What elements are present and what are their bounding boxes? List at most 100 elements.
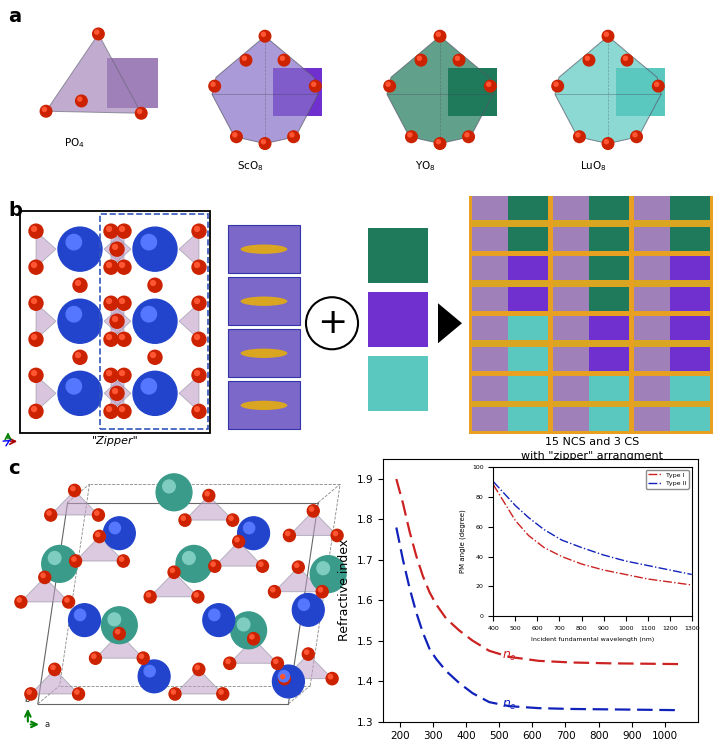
Circle shape <box>554 82 558 87</box>
Circle shape <box>112 244 117 249</box>
Circle shape <box>240 54 252 66</box>
Text: ScO$_8$: ScO$_8$ <box>237 159 263 173</box>
Circle shape <box>66 306 82 322</box>
Bar <box>550 313 632 374</box>
Bar <box>550 193 632 254</box>
Circle shape <box>69 484 80 497</box>
Bar <box>469 373 551 434</box>
Circle shape <box>436 33 440 36</box>
Bar <box>550 373 632 434</box>
Circle shape <box>133 299 177 343</box>
Circle shape <box>107 334 112 340</box>
Circle shape <box>169 687 181 700</box>
Circle shape <box>74 609 86 621</box>
Circle shape <box>284 529 295 542</box>
Circle shape <box>110 386 124 400</box>
Circle shape <box>29 260 43 275</box>
Bar <box>508 196 548 251</box>
Circle shape <box>49 663 61 676</box>
Bar <box>634 196 670 251</box>
Circle shape <box>176 545 212 582</box>
Circle shape <box>211 82 215 87</box>
Circle shape <box>170 568 175 573</box>
Bar <box>472 256 508 312</box>
Circle shape <box>92 654 96 659</box>
Circle shape <box>120 334 125 340</box>
Circle shape <box>223 657 236 670</box>
Circle shape <box>258 562 263 566</box>
Circle shape <box>384 81 395 92</box>
Polygon shape <box>555 36 661 144</box>
Circle shape <box>117 404 131 418</box>
Circle shape <box>235 537 239 542</box>
Circle shape <box>243 522 255 534</box>
Circle shape <box>107 226 112 232</box>
Circle shape <box>271 588 275 592</box>
Circle shape <box>434 30 446 42</box>
Bar <box>634 256 670 312</box>
Circle shape <box>583 54 595 66</box>
Polygon shape <box>36 375 56 411</box>
Circle shape <box>32 371 37 375</box>
Circle shape <box>256 560 268 572</box>
Bar <box>634 377 670 431</box>
Circle shape <box>138 660 170 693</box>
Circle shape <box>406 131 417 143</box>
Circle shape <box>32 298 37 303</box>
Circle shape <box>117 369 131 383</box>
Polygon shape <box>179 231 199 267</box>
Circle shape <box>141 379 157 394</box>
Circle shape <box>58 227 102 271</box>
Text: b: b <box>24 695 29 704</box>
Polygon shape <box>185 496 233 520</box>
Circle shape <box>192 260 206 275</box>
Circle shape <box>78 97 82 101</box>
Circle shape <box>94 531 105 542</box>
Circle shape <box>49 551 61 565</box>
Bar <box>553 280 629 287</box>
Circle shape <box>259 138 271 149</box>
Circle shape <box>69 604 100 636</box>
Bar <box>553 196 589 251</box>
Circle shape <box>65 598 69 602</box>
Circle shape <box>434 138 446 149</box>
Circle shape <box>602 138 614 149</box>
Bar <box>670 316 710 371</box>
Text: "Zipper": "Zipper" <box>92 437 138 446</box>
Circle shape <box>259 30 271 42</box>
Circle shape <box>42 107 47 112</box>
Circle shape <box>326 673 338 684</box>
Circle shape <box>144 665 155 677</box>
Circle shape <box>194 593 198 597</box>
Circle shape <box>238 517 269 550</box>
Circle shape <box>302 648 314 660</box>
Circle shape <box>279 54 290 66</box>
Polygon shape <box>104 375 124 411</box>
Circle shape <box>242 56 246 61</box>
Bar <box>469 193 551 254</box>
Circle shape <box>288 131 299 143</box>
Circle shape <box>203 489 215 502</box>
Circle shape <box>231 131 242 143</box>
Polygon shape <box>104 231 124 267</box>
Polygon shape <box>215 542 263 566</box>
Polygon shape <box>76 536 123 561</box>
Bar <box>631 313 713 374</box>
Circle shape <box>32 226 37 232</box>
Circle shape <box>32 263 37 267</box>
Circle shape <box>453 54 465 66</box>
Circle shape <box>310 556 346 593</box>
Bar <box>631 193 713 254</box>
Text: $n_o$: $n_o$ <box>503 650 518 663</box>
Bar <box>448 68 497 116</box>
Polygon shape <box>36 303 56 339</box>
Circle shape <box>319 588 323 592</box>
Circle shape <box>195 263 200 267</box>
Circle shape <box>103 517 135 550</box>
Circle shape <box>117 296 131 310</box>
Bar <box>670 256 710 312</box>
Bar <box>107 58 158 107</box>
Circle shape <box>281 56 284 61</box>
Circle shape <box>209 81 221 92</box>
Polygon shape <box>31 670 79 694</box>
